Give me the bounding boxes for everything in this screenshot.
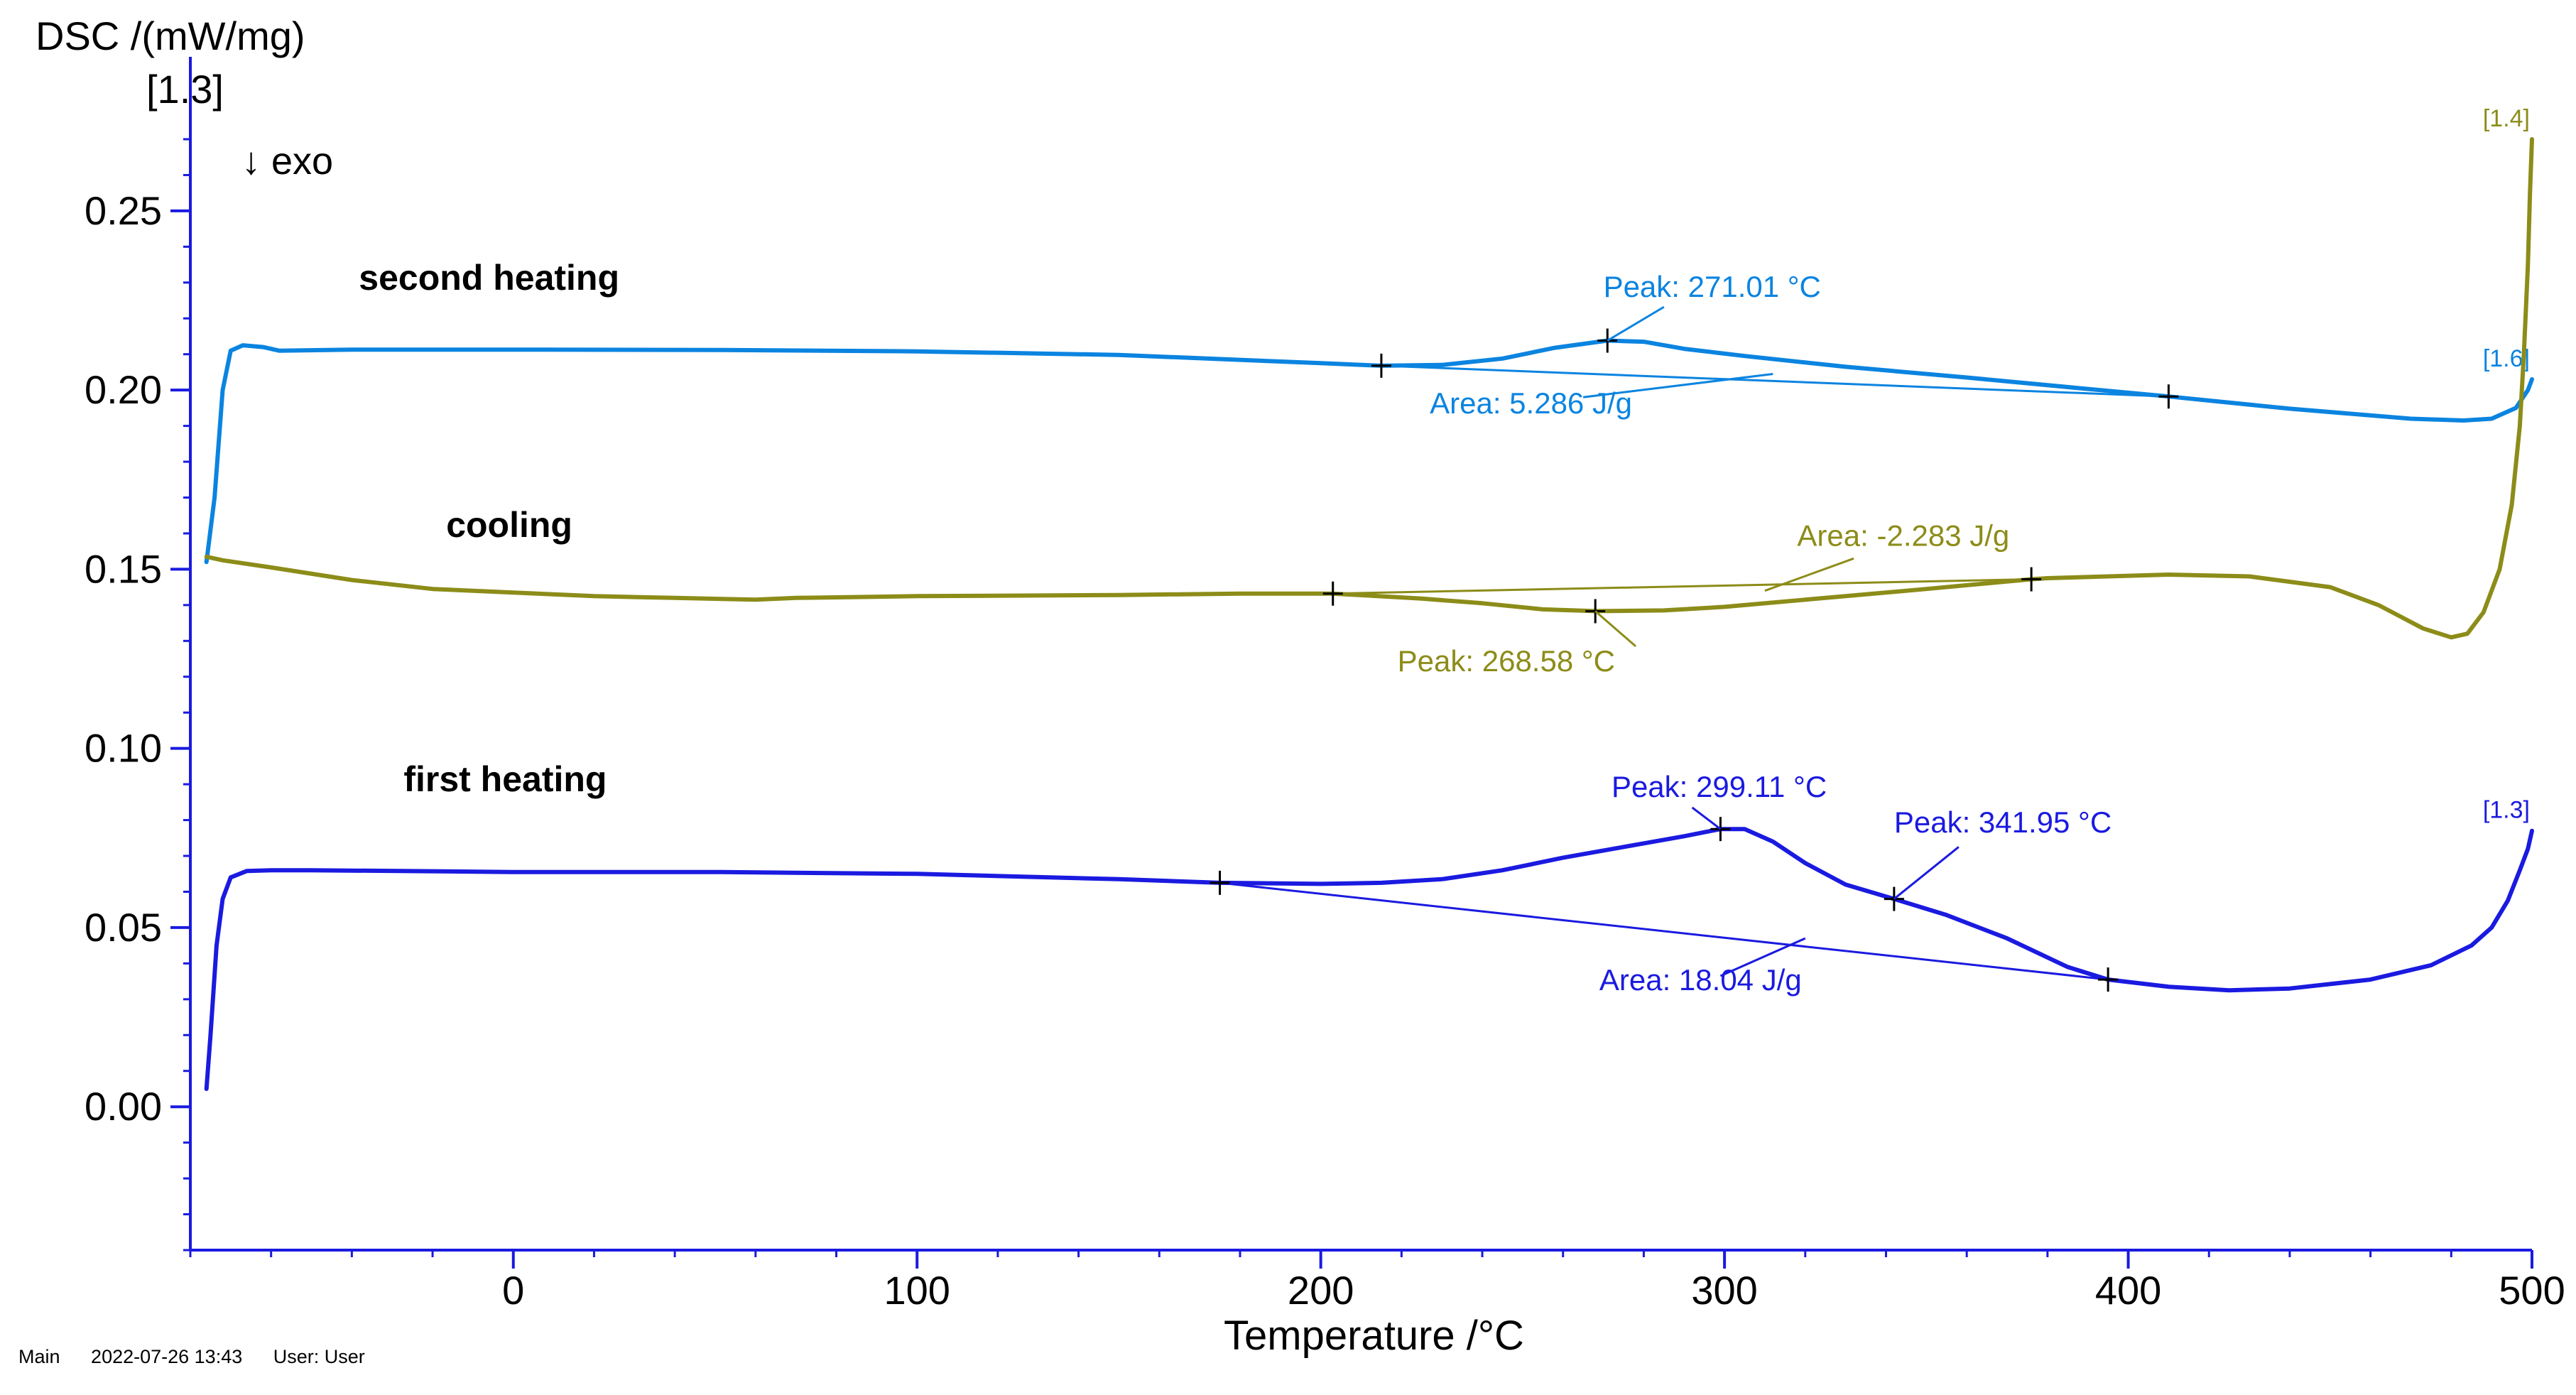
marker-cross bbox=[1210, 870, 1230, 895]
curve-id-label: [1.4] bbox=[2483, 105, 2530, 132]
annotation-leader-line bbox=[1594, 610, 1637, 648]
footer: Main 2022-07-26 13:43 User: User bbox=[18, 1346, 391, 1368]
x-tick-label: 200 bbox=[1288, 1268, 1354, 1313]
annotations-layer: Peak: 271.01 °C Area: 5.286 J/g Area: -2.2… bbox=[1210, 270, 2179, 997]
marker-cross bbox=[2021, 567, 2042, 592]
y-axis-title: DSC /(mW/mg) bbox=[36, 13, 305, 58]
annotation-leader-line bbox=[1607, 305, 1665, 342]
y-tick-label: 0.05 bbox=[85, 905, 162, 950]
footer-user: User: User bbox=[273, 1346, 365, 1367]
x-axis-title: Temperature /°C bbox=[1224, 1313, 1524, 1359]
annotation-leader-line bbox=[1691, 806, 1722, 830]
x-tick-label: 0 bbox=[502, 1268, 524, 1313]
y-tick-label: 0.10 bbox=[85, 726, 162, 771]
series-line bbox=[204, 137, 2534, 640]
annotation-label: Peak: 271.01 °C bbox=[1604, 270, 1821, 303]
marker-cross bbox=[2158, 384, 2179, 409]
baseline-line bbox=[1332, 578, 2032, 595]
series-label-cooling: cooling bbox=[446, 505, 572, 545]
y-tick-label: 0.20 bbox=[85, 367, 162, 412]
y-tick-label: 0.25 bbox=[85, 188, 162, 233]
series-label-first-heating: first heating bbox=[403, 759, 607, 799]
annotation-label: Area: 5.286 J/g bbox=[1430, 386, 1632, 420]
y-tick-label: 0.15 bbox=[85, 546, 162, 591]
annotation-label: Peak: 299.11 °C bbox=[1612, 770, 1827, 803]
marker-cross bbox=[1322, 581, 1343, 606]
series-label-second-heating: second heating bbox=[359, 258, 619, 298]
annotation-leader-line bbox=[1719, 937, 1806, 977]
annotation-label: Area: 18.04 J/g bbox=[1599, 963, 1802, 997]
annotation-label: Peak: 341.95 °C bbox=[1894, 805, 2112, 839]
series-layer: second heating[1.6]cooling[1.4]first hea… bbox=[204, 105, 2534, 1091]
annotation-label: Area: -2.283 J/g bbox=[1797, 519, 2009, 553]
annotation-leader-line bbox=[1893, 846, 1960, 900]
series-line bbox=[204, 338, 2534, 565]
marker-cross bbox=[1371, 353, 1391, 378]
annotation-leader-line bbox=[1764, 557, 1854, 592]
annotation-leader-line bbox=[1582, 372, 1773, 398]
footer-timestamp: 2022-07-26 13:43 bbox=[91, 1346, 243, 1367]
curve-id-label: [1.3] bbox=[2483, 797, 2530, 824]
x-tick-label: 100 bbox=[884, 1268, 950, 1313]
footer-view: Main bbox=[18, 1346, 60, 1367]
x-tick-label: 300 bbox=[1691, 1268, 1757, 1313]
axes: 0 100 200 300 400 500 0.00 0.05 0.10 0.15 0.20 0.25… bbox=[36, 13, 2565, 1359]
baseline-line bbox=[1219, 881, 2109, 981]
y-tick-label: 0.00 bbox=[85, 1084, 162, 1129]
annotation-label: Peak: 268.58 °C bbox=[1398, 644, 1615, 678]
x-tick-label: 400 bbox=[2095, 1268, 2161, 1313]
series-line bbox=[204, 827, 2534, 1091]
marker-cross bbox=[2098, 967, 2119, 992]
x-tick-label: 500 bbox=[2499, 1268, 2565, 1313]
baseline-line bbox=[1381, 364, 2169, 398]
exo-direction-label: ↓ exo bbox=[241, 140, 333, 183]
y-axis-curve-id: [1.3] bbox=[146, 67, 224, 112]
